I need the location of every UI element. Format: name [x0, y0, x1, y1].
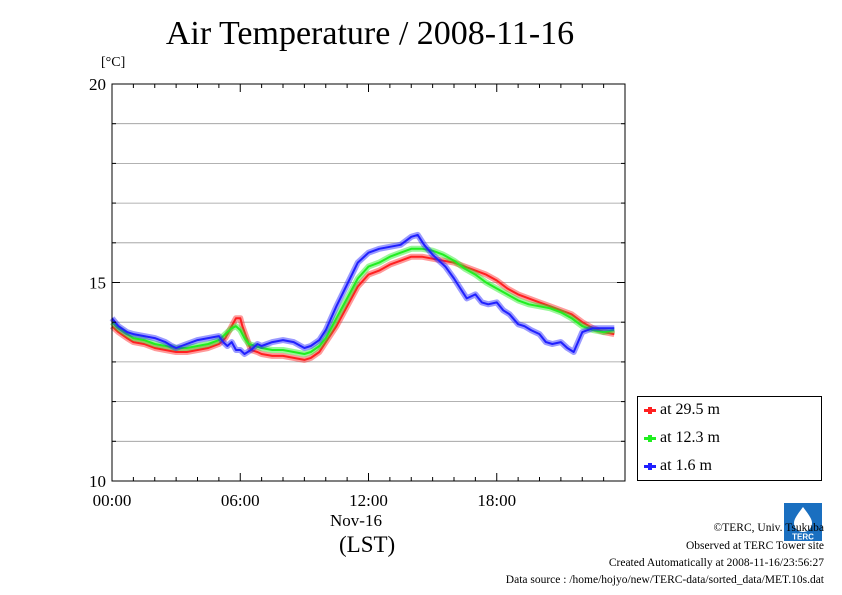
- x-tick-label: 00:00: [93, 491, 132, 510]
- created-text: Created Automatically at 2008-11-16/23:5…: [608, 557, 824, 569]
- data-source-text: Data source : /home/hojyo/new/TERC-data/…: [505, 574, 824, 586]
- legend-swatch: [644, 406, 656, 414]
- y-axis-unit: [°C]: [101, 55, 126, 70]
- series-line-at-12-3-m: [111, 247, 615, 355]
- axis-ticks: 10 15 20 00:00 06:00 12:00 18:00: [89, 75, 626, 510]
- series-lines: [109, 231, 615, 363]
- x-axis-date-label: Nov-16: [330, 511, 382, 530]
- legend-swatch: [644, 434, 656, 442]
- legend-item-12-3m: at 12.3 m: [644, 428, 720, 448]
- legend-item-1-6m: at 1.6 m: [644, 456, 712, 476]
- x-tick-label: 12:00: [349, 491, 388, 510]
- series-line-at-1-6-m: [111, 233, 615, 355]
- series-line-at-29-5-m: [111, 255, 615, 361]
- legend-item-29-5m: at 29.5 m: [644, 400, 720, 420]
- x-tick-label: 06:00: [221, 491, 260, 510]
- observed-text: Observed at TERC Tower site: [685, 540, 824, 552]
- legend-label: at 12.3 m: [660, 429, 720, 446]
- logo-text: TERC: [792, 533, 814, 542]
- series-line-band: [109, 231, 615, 357]
- y-tick-label: 20: [89, 75, 106, 94]
- chart-title: Air Temperature / 2008-11-16: [165, 15, 575, 52]
- legend: at 29.5 m at 12.3 m at 1.6 m: [637, 396, 822, 481]
- y-tick-label: 15: [89, 274, 106, 293]
- x-axis-timezone-label: (LST): [339, 532, 396, 557]
- terc-logo-icon: TERC: [784, 503, 822, 541]
- copyright-text: ©TERC, Univ. Tsukuba: [713, 522, 824, 534]
- legend-label: at 29.5 m: [660, 401, 720, 418]
- y-tick-label: 10: [89, 472, 106, 491]
- x-tick-label: 18:00: [477, 491, 516, 510]
- grid-lines: [112, 123, 625, 442]
- legend-swatch: [644, 462, 656, 470]
- legend-label: at 1.6 m: [660, 457, 712, 474]
